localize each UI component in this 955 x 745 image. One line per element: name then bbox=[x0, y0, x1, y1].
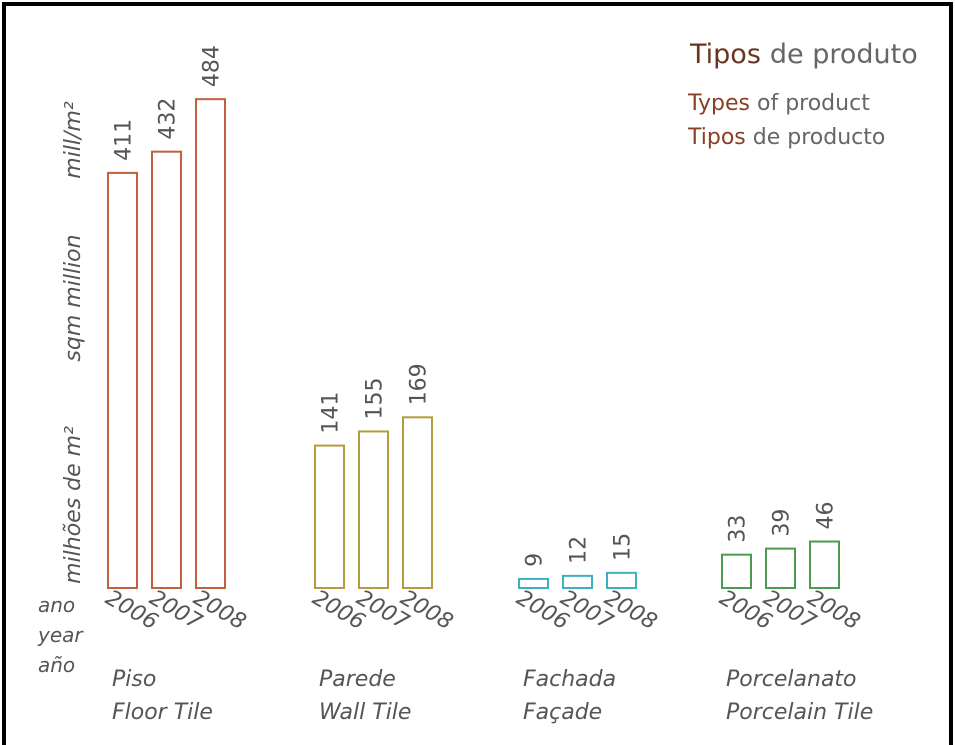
category-label: Porcelanato bbox=[726, 667, 857, 692]
y-axis-label: sqm million bbox=[61, 234, 86, 361]
bar bbox=[809, 540, 840, 589]
value-label: 33 bbox=[726, 515, 751, 543]
bar bbox=[195, 98, 226, 589]
bar bbox=[606, 571, 637, 589]
value-label: 9 bbox=[523, 553, 548, 567]
value-label: 12 bbox=[567, 536, 592, 564]
subtitle-highlight: Types bbox=[687, 91, 750, 116]
value-label: 155 bbox=[363, 377, 388, 419]
legend-subtitle: Tipos de producto bbox=[687, 125, 885, 150]
category-label: Floor Tile bbox=[112, 700, 213, 725]
title-highlight: Tipos bbox=[689, 39, 761, 70]
subtitle-highlight: Tipos bbox=[687, 125, 746, 150]
value-label: 46 bbox=[814, 502, 839, 530]
bar bbox=[765, 547, 796, 589]
y-axis-label: milhões de m² bbox=[61, 426, 86, 584]
category-label: Porcelain Tile bbox=[726, 700, 873, 725]
category-label: Parede bbox=[319, 667, 396, 692]
x-axis-label: ano bbox=[38, 593, 75, 617]
category-label: Façade bbox=[523, 700, 602, 725]
bar bbox=[358, 430, 389, 590]
value-label: 141 bbox=[319, 392, 344, 434]
bar bbox=[151, 150, 182, 589]
value-label: 432 bbox=[156, 98, 181, 140]
value-label: 15 bbox=[611, 533, 636, 561]
subtitle-rest: de producto bbox=[753, 125, 886, 150]
value-label: 484 bbox=[200, 45, 225, 87]
category-label: Fachada bbox=[523, 667, 616, 692]
bar bbox=[107, 171, 138, 589]
x-axis-label: año bbox=[38, 653, 75, 677]
bar bbox=[562, 574, 593, 590]
value-label: 39 bbox=[770, 509, 795, 537]
category-label: Wall Tile bbox=[319, 700, 411, 725]
bar bbox=[314, 444, 345, 589]
bar bbox=[721, 553, 752, 589]
value-label: 411 bbox=[112, 119, 137, 161]
category-label: Piso bbox=[112, 667, 156, 692]
y-axis-label: mill/m² bbox=[61, 101, 86, 179]
legend-title: Tipos de produto bbox=[689, 39, 918, 70]
x-axis-label: year bbox=[37, 623, 84, 647]
subtitle-rest: of product bbox=[757, 91, 870, 116]
value-label: 169 bbox=[407, 363, 432, 405]
title-rest: de produto bbox=[770, 39, 918, 70]
bar bbox=[518, 577, 549, 589]
bar bbox=[402, 416, 433, 589]
legend-subtitle: Types of product bbox=[687, 91, 870, 116]
